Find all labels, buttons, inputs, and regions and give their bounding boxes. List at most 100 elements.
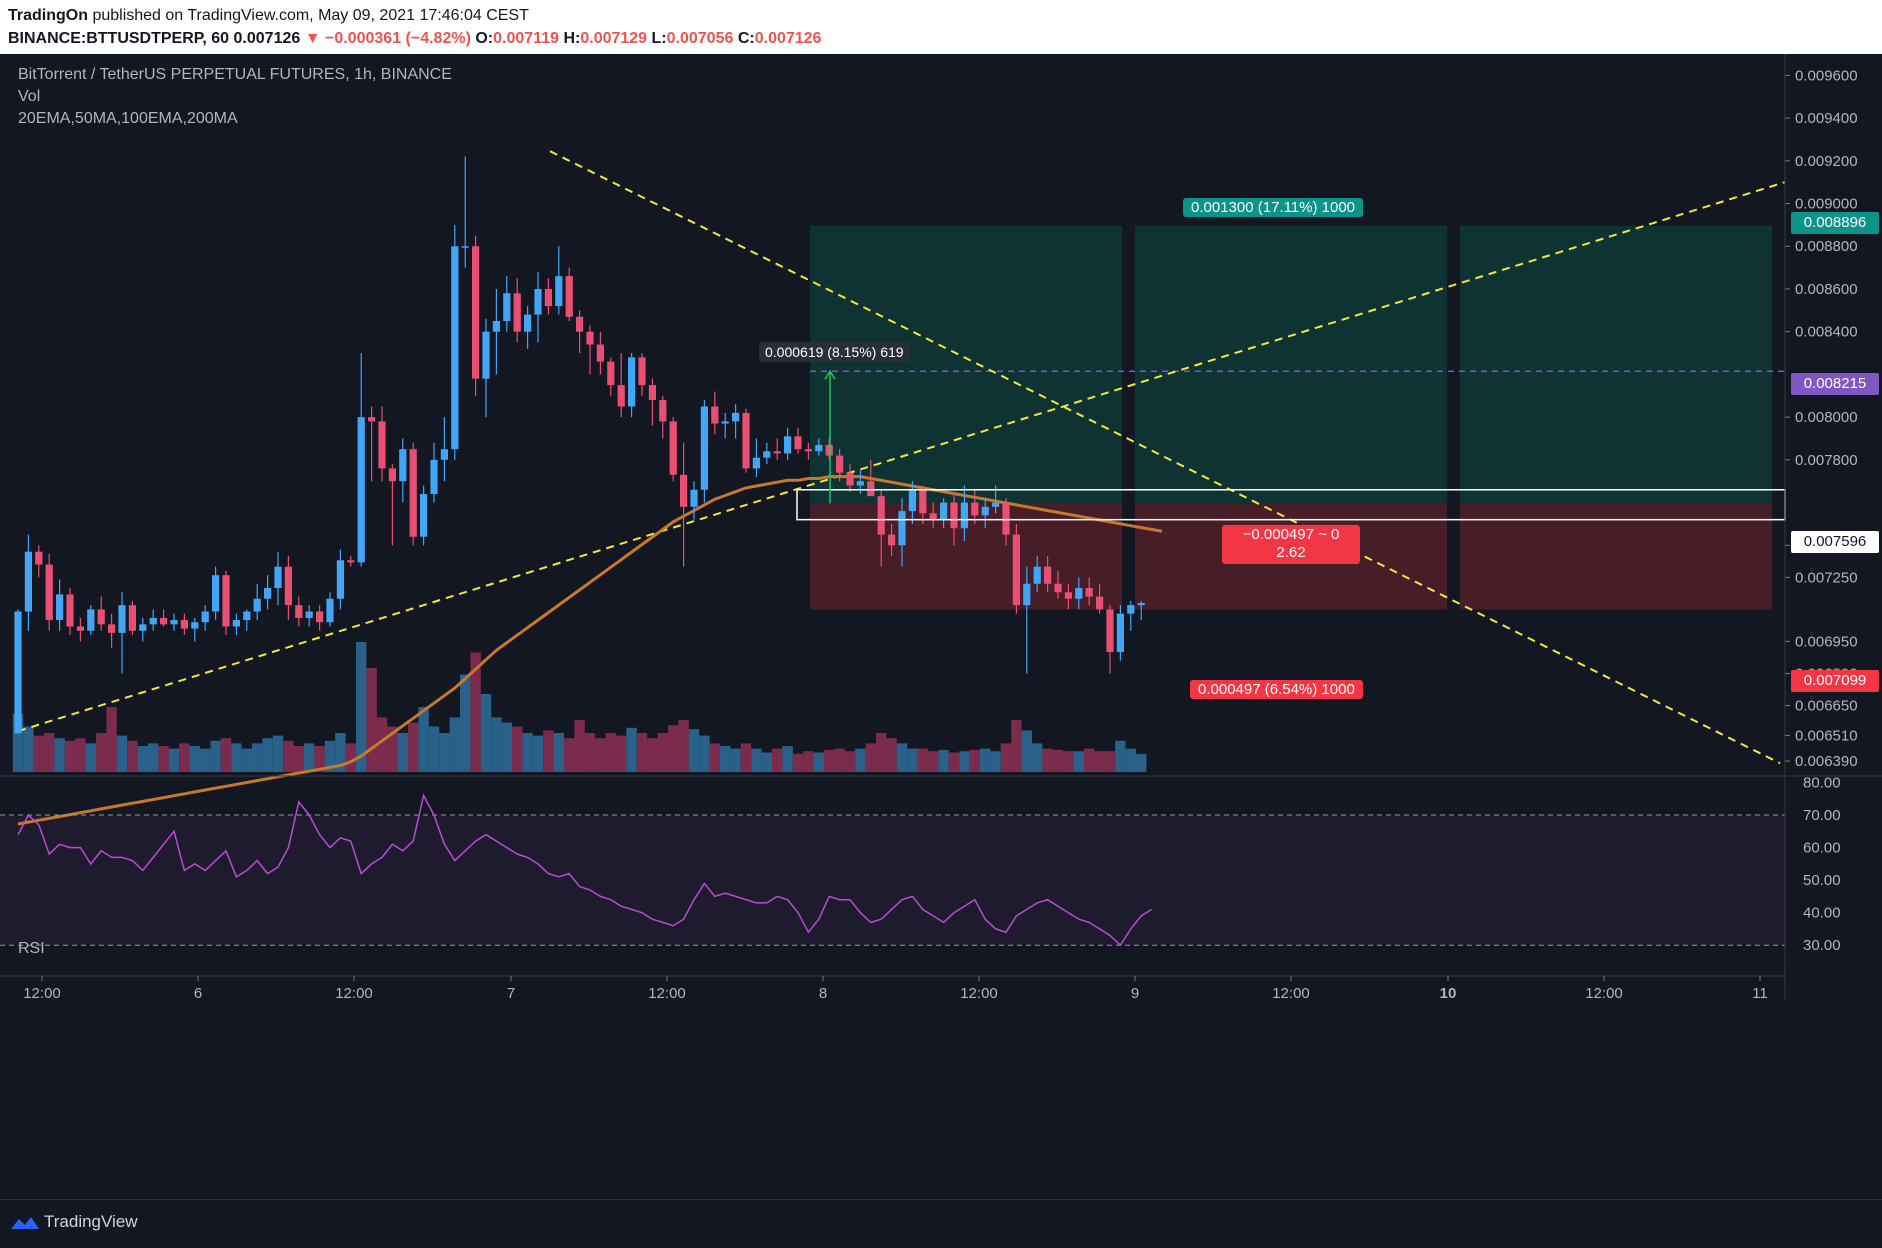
volume-bar [876,733,887,772]
volume-bar [23,726,34,772]
candle-body [950,502,958,529]
volume-bar [272,735,284,772]
stop-zone-2 [1460,503,1772,610]
volume-bar [564,738,575,772]
chart-area[interactable]: 0.009600 0.009400 0.009200 0.009000 0.008800… [0,54,1882,1199]
time-tick-label: 6 [194,985,202,1002]
candle-body [981,506,989,516]
candle-body [940,502,948,520]
price-tick-label: 0.008400 [1795,324,1858,341]
volume-bar [314,746,325,772]
candle-body [1012,534,1020,606]
volume-bar [1125,748,1136,772]
volume-bar [366,668,377,772]
volume-bar [1084,748,1095,772]
chart-svg[interactable]: 0.009600 0.009400 0.009200 0.009000 0.008800… [0,54,1882,1199]
vol-legend[interactable]: Vol [18,88,41,105]
volume-bar [376,717,388,772]
volume-bar [730,748,741,772]
candle-body [264,588,272,599]
candle-body [118,605,126,633]
volume-bar [1063,751,1074,772]
tradingview-logo[interactable]: TradingView [10,1212,138,1232]
candle-body [66,594,74,627]
volume-bar [231,743,242,772]
rsi-tick-label: 60.00 [1803,840,1841,857]
volume-bar [1104,751,1116,772]
candle-body [357,417,365,563]
long-target-label[interactable]: 0.001300 (17.11%) 1000 [1183,198,1364,217]
price-tick-label: 0.009200 [1795,153,1858,170]
candle-body [149,617,157,625]
time-tick-label: 12:00 [960,985,998,1002]
chart-title[interactable]: BitTorrent / TetherUS PERPETUAL FUTURES,… [18,66,452,83]
low-value: 0.007056 [666,30,734,47]
volume-bar [283,740,294,772]
rsi-legend[interactable]: RSI [18,940,45,957]
candle-body [212,575,220,612]
candle-body [399,449,407,482]
entry-price-tag: 0.007596 [1791,531,1879,553]
volume-bar [335,733,346,772]
candle-body [191,622,199,629]
volume-bar [657,733,668,772]
volume-bar [324,740,336,772]
price-tick-label: 0.007250 [1795,569,1858,586]
volume-bar [844,751,856,772]
volume-bar [1032,743,1043,772]
position-center-label[interactable]: −0.000497 ~ 0 2.62 [1222,525,1360,564]
candle-body [160,617,168,625]
volume-bar [158,746,169,772]
candle-body [56,594,64,621]
volume-bar [397,733,408,772]
candle-body [648,385,656,401]
candle-body [409,449,417,537]
volume-bar [12,713,24,772]
candle-body [451,246,459,450]
candle-body [326,598,334,623]
candle-body [347,560,355,563]
candle-body [139,624,147,631]
symbol-label: BINANCE:BTTUSDTPERP, 60 [8,30,230,47]
volume-bar [460,674,471,772]
candle-body [1033,566,1041,584]
last-price: 0.007126 [233,30,301,47]
measure-label[interactable]: 0.000619 (8.15%) 619 [759,342,910,362]
candle-body [1106,609,1114,653]
volume-bar [200,748,211,772]
candle-body [492,321,500,332]
long-stop-label[interactable]: 0.000497 (6.54%) 1000 [1190,680,1363,699]
rsi-band-bg [0,815,1785,946]
candle-body [1054,583,1062,593]
volume-bar [803,751,814,772]
rsi-tick-label: 50.00 [1803,872,1841,889]
volume-bar [387,726,398,772]
candle-body [846,472,854,486]
price-tick-label: 0.009600 [1795,67,1858,84]
candle-body [201,611,209,623]
rsi-line [17,793,1152,947]
time-tick-label: 11 [1752,985,1768,1002]
rsi-tick-label: 30.00 [1803,937,1841,954]
candle-body [35,551,43,565]
candle-body [617,385,625,407]
volume-bar [512,726,523,772]
candle-body [794,436,802,450]
volume-bar [189,746,200,772]
candle-body [430,459,438,495]
volume-bar [1021,730,1032,772]
ma-legend[interactable]: 20EMA,50MA,100EMA,200MA [18,110,238,127]
candle-body [638,357,646,386]
candle-body [87,609,95,631]
candle-body [1002,502,1010,535]
publisher-name[interactable]: TradingOn [8,7,88,24]
candle-body [1127,605,1135,614]
candle-body [867,481,875,497]
volume-bar [439,733,450,772]
candle-body [368,417,376,422]
price-tick-label: 0.008000 [1795,409,1858,426]
descending-trendline [549,150,1781,765]
candle-body [721,421,729,424]
candle-body [752,457,760,469]
volume-bar [761,752,772,772]
